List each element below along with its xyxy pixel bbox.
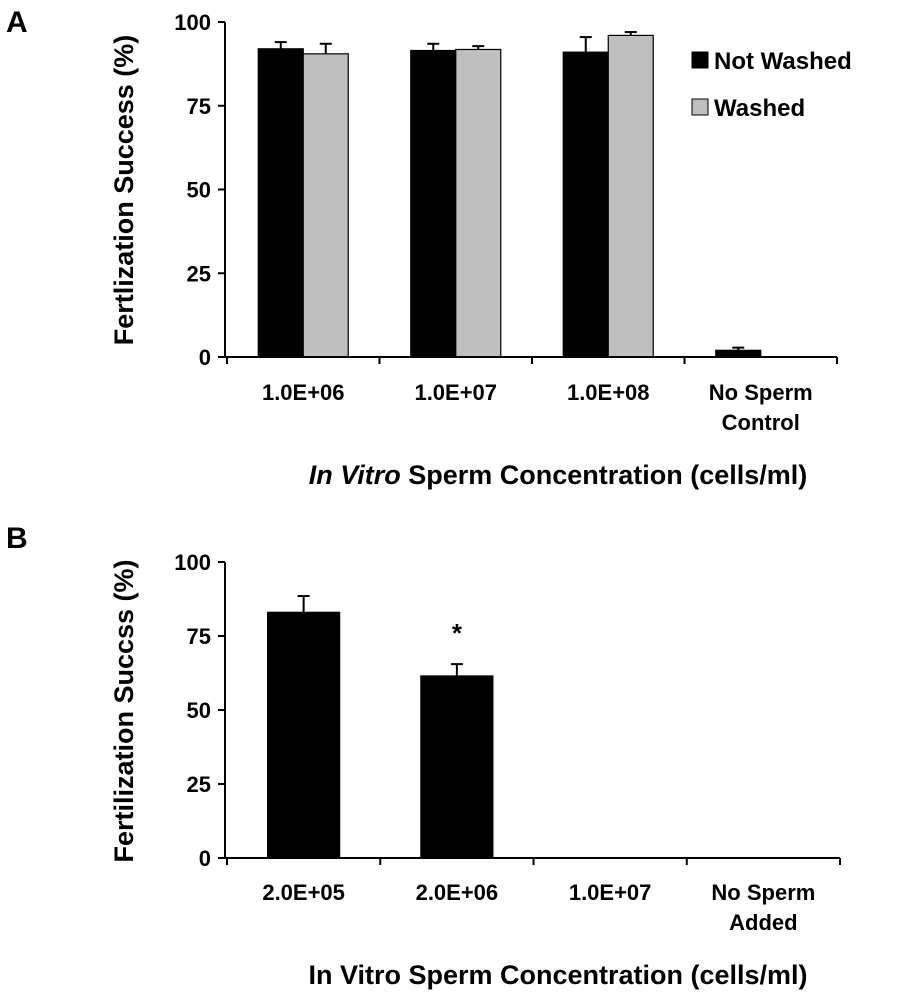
panel-a-y-axis-title: Fertlization Success (%) [109,35,139,346]
panel-b-x-axis-title: In Vitro Sperm Concentration (cells/ml) [308,960,807,990]
panel-b-y-tick-label: 100 [174,550,211,575]
panel-a-bar [302,53,349,358]
panel-b-category-label-line: Added [729,910,797,935]
panel-a-y-tick-label: 0 [199,345,211,370]
panel-a-bar [455,48,502,358]
panel-a-x-axis-title-rest: Sperm Concentration (cells/ml) [401,460,808,490]
panel-a-x-axis-title: In Vitro Sperm Concentration (cells/ml) [309,460,808,490]
panel-a-category-label: No Sperm Control [709,380,813,435]
panel-label-b: B [6,522,28,555]
legend-swatch-not-washed [691,51,709,69]
panel-b-category-label: 1.0E+07 [569,880,652,905]
legend-swatch-washed [691,98,709,116]
legend-label-not-washed: Not Washed [714,48,852,75]
panel-label-a: A [6,6,28,39]
panel-a-bar [257,48,304,358]
panel-b-category-label: No Sperm Added [711,880,815,935]
panel-a-category-label: 1.0E+07 [414,380,497,405]
panel-b-y-tick-label: 0 [199,846,211,871]
panel-a-y-tick-label: 50 [187,178,211,203]
panel-b-significance-marker: * [452,618,463,648]
panel-b-category-label-line: 2.0E+06 [416,880,499,905]
panel-a-category-label: 1.0E+06 [262,380,345,405]
panel-b-category-label-line: 1.0E+07 [569,880,652,905]
panel-a-bar [607,34,654,358]
panel-b-category-label: 2.0E+05 [262,880,345,905]
panel-a-x-axis-title-italic: In Vitro [309,460,401,490]
panel-b-y-axis-title: Fertilization Succss (%) [109,559,139,862]
panel-b-bar [267,611,341,859]
panel-a-y-tick-label: 25 [187,261,211,286]
panel-a-category-label-line: 1.0E+06 [262,380,345,405]
panel-b-bar [420,675,494,859]
panel-b-y-tick-label: 75 [187,624,211,649]
legend: Not Washed Washed [691,48,852,122]
panel-b-category-label: 2.0E+06 [416,880,499,905]
panel-a-category-label: 1.0E+08 [567,380,650,405]
panel-a-category-label-line: 1.0E+07 [414,380,497,405]
panel-b-y-tick-label: 50 [187,698,211,723]
panel-a-bar [715,349,762,358]
panel-b-y-tick-label: 25 [187,772,211,797]
panel-a-y-tick-label: 75 [187,94,211,119]
panel-b-category-label-line: No Sperm [711,880,815,905]
panel-b-category-label-line: 2.0E+05 [262,880,345,905]
panel-a-bar [410,49,457,358]
panel-a-bar [562,51,609,358]
panel-a-y-tick-label: 100 [174,10,211,35]
panel-a-category-label-line: No Sperm [709,380,813,405]
panel-a-category-label-line: Control [722,410,800,435]
panel-b: B 0 25 50 75 100 2.0E+05 2.0E+06 1.0E+07 No Sper… [6,522,841,990]
panel-a: A 0 25 50 75 100 1.0E+06 1.0E+07 1.0E+08 No Sper… [6,6,852,490]
panel-a-category-label-line: 1.0E+08 [567,380,650,405]
panel-a-plot: 0 25 50 75 100 1.0E+06 1.0E+07 1.0E+08 No Sperm C… [174,10,838,435]
legend-label-washed: Washed [714,95,805,122]
panel-b-plot: 0 25 50 75 100 2.0E+05 2.0E+06 1.0E+07 No Sperm A… [174,550,841,935]
